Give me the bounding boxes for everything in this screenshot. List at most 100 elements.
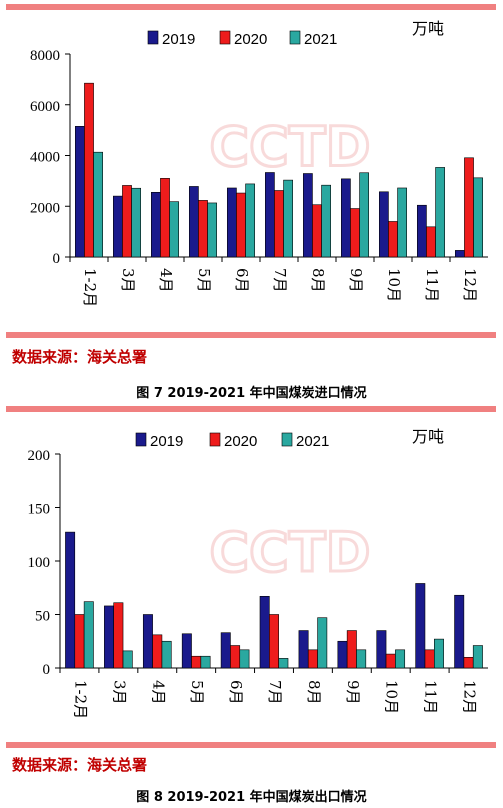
legend-swatch-2021 [289,30,301,45]
x-tick-label: 9月 [347,268,365,293]
legend-label-2021: 2021 [296,433,329,450]
bar-2019-5月 [189,186,199,258]
y-tick-label: 200 [28,448,51,464]
bar-2019-3月 [104,605,114,669]
x-tick-label: 1-2月 [81,268,99,307]
x-tick-label: 8月 [309,268,327,293]
y-tick-label: 0 [53,251,61,267]
bar-2021-5月 [207,202,217,258]
bar-2020-6月 [236,192,246,258]
bar-2019-10月 [379,191,389,258]
bar-2021-8月 [317,617,328,669]
bar-2021-11月 [434,638,444,669]
bar-2019-9月 [341,178,351,258]
bar-2019-7月 [265,172,275,258]
bar-2020-1-2月 [74,614,85,669]
x-tick-label: 12月 [461,268,479,302]
bar-2020-6月 [230,645,241,669]
chart-svg: CCTD 0 50 100 150 200 1-2月 3月 4月 5月 6月 7月 8月 9月 10月 11月… [28,427,488,719]
watermark-text: CCTD [210,521,371,584]
y-tick-label: 100 [28,555,51,571]
x-tick-label: 6月 [227,680,245,705]
bar-2021-10月 [397,187,407,258]
x-tick-label: 4月 [149,680,167,705]
x-tick-label: 7月 [271,268,289,293]
unit-label: 万吨 [412,427,444,446]
bar-2020-3月 [122,185,132,258]
bar-2021-6月 [245,183,255,258]
bar-2021-9月 [359,172,369,258]
x-tick-label: 11月 [423,268,441,302]
x-tick-label: 5月 [188,680,206,705]
bar-2019-9月 [337,640,348,669]
x-tick-label: 4月 [157,268,175,293]
y-tick-label: 2000 [30,200,60,216]
bar-2020-4月 [152,634,163,669]
x-tick-label: 11月 [422,680,440,714]
legend-swatch-2019 [147,30,159,45]
bar-2019-12月 [455,250,465,258]
legend-label-2020: 2020 [224,433,257,450]
legend-swatch-2020 [219,30,231,45]
legend-label-2019: 2019 [162,31,195,48]
top-divider-2 [6,406,496,412]
bar-2019-6月 [220,632,231,669]
source-note-1: 数据来源：海关总署 [12,348,148,366]
divider-1 [6,332,496,338]
bar-2021-4月 [169,201,179,258]
x-tick-label: 10月 [385,268,403,302]
bar-2019-11月 [415,583,426,669]
bar-2020-5月 [198,200,208,258]
x-tick-label: 7月 [266,680,284,705]
bar-2019-5月 [181,633,192,669]
bar-2020-4月 [160,178,170,258]
figure-caption-2: 图 8 2019-2021 年中国煤炭出口情况 [136,790,367,805]
bar-2020-3月 [113,602,124,669]
bar-2021-11月 [435,167,445,258]
x-tick-label: 10月 [383,680,401,714]
top-divider-1 [6,4,496,10]
bar-2021-5月 [200,655,211,669]
bar-2021-8月 [321,184,331,258]
bar-2020-9月 [350,208,360,258]
bar-2020-9月 [346,630,357,669]
bar-2019-3月 [113,195,123,258]
x-tick-label: 8月 [305,680,323,705]
bar-2019-11月 [417,204,427,258]
bar-2020-10月 [385,653,396,669]
x-tick-label: 9月 [344,680,362,705]
bar-2021-12月 [472,645,483,669]
bar-2019-8月 [298,630,309,669]
bar-2021-3月 [131,187,141,258]
x-tick-label: 5月 [195,268,213,293]
y-tick-label: 0 [43,662,51,678]
bar-2020-8月 [307,649,318,669]
y-tick-label: 8000 [30,48,60,64]
watermark-text: CCTD [210,116,371,179]
bar-2019-12月 [454,594,465,669]
bar-2019-1-2月 [75,126,85,258]
legend-swatch-2021 [281,432,293,447]
bar-2019-10月 [376,630,387,669]
legend-swatch-2019 [135,432,147,447]
bar-2020-10月 [388,221,398,258]
bar-2020-1-2月 [84,82,94,258]
bar-2021-7月 [278,658,289,669]
y-tick-label: 50 [35,609,50,625]
x-tick-label: 12月 [461,680,479,714]
y-tick-label: 6000 [30,99,60,115]
figure-caption-1: 图 7 2019-2021 年中国煤炭进口情况 [136,386,367,401]
x-tick-label: 6月 [233,268,251,293]
divider-2 [6,742,496,748]
bar-2021-3月 [122,650,133,669]
bar-2020-5月 [191,655,202,669]
y-tick-label: 4000 [30,150,60,166]
bar-2021-12月 [473,177,483,258]
watermark: CCTD [208,114,372,180]
bar-2019-7月 [259,596,270,669]
bar-2019-6月 [227,187,237,258]
legend-label-2020: 2020 [234,31,267,48]
bar-2021-1-2月 [83,601,94,669]
bar-2021-6月 [239,649,250,669]
bar-2019-4月 [142,614,153,669]
